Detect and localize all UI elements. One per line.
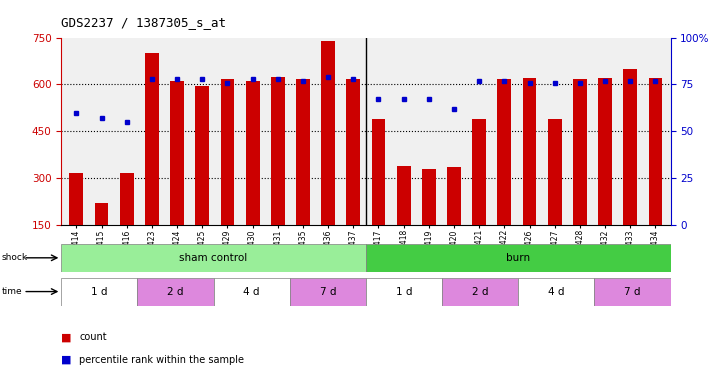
- Bar: [497, 79, 511, 225]
- Bar: [322, 40, 335, 225]
- Bar: [518, 278, 594, 306]
- Bar: [523, 78, 536, 225]
- Bar: [69, 173, 84, 225]
- Bar: [296, 79, 310, 225]
- Bar: [594, 278, 671, 306]
- Bar: [346, 79, 360, 225]
- Bar: [195, 86, 209, 225]
- Text: 7 d: 7 d: [319, 286, 336, 297]
- Text: count: count: [79, 333, 107, 342]
- Bar: [120, 173, 133, 225]
- Bar: [442, 278, 518, 306]
- Bar: [648, 78, 663, 225]
- Text: sham control: sham control: [180, 253, 248, 263]
- Bar: [61, 244, 366, 272]
- Bar: [138, 278, 213, 306]
- Bar: [271, 76, 285, 225]
- Bar: [472, 119, 486, 225]
- Bar: [290, 278, 366, 306]
- Text: shock: shock: [1, 254, 27, 262]
- Text: 4 d: 4 d: [244, 286, 260, 297]
- Text: percentile rank within the sample: percentile rank within the sample: [79, 355, 244, 365]
- Bar: [366, 244, 671, 272]
- Text: 2 d: 2 d: [472, 286, 488, 297]
- Bar: [213, 278, 290, 306]
- Bar: [422, 169, 435, 225]
- Text: GDS2237 / 1387305_s_at: GDS2237 / 1387305_s_at: [61, 16, 226, 29]
- Bar: [548, 119, 562, 225]
- Text: burn: burn: [506, 253, 530, 263]
- Bar: [366, 278, 442, 306]
- Text: 1 d: 1 d: [396, 286, 412, 297]
- Bar: [246, 81, 260, 225]
- Text: ■: ■: [61, 355, 72, 365]
- Text: 4 d: 4 d: [548, 286, 565, 297]
- Bar: [145, 53, 159, 225]
- Bar: [221, 79, 234, 225]
- Text: 2 d: 2 d: [167, 286, 184, 297]
- Bar: [447, 167, 461, 225]
- Bar: [624, 69, 637, 225]
- Text: ■: ■: [61, 333, 72, 342]
- Bar: [598, 78, 612, 225]
- Text: time: time: [1, 287, 22, 296]
- Bar: [61, 278, 138, 306]
- Text: 7 d: 7 d: [624, 286, 641, 297]
- Bar: [94, 202, 108, 225]
- Text: 1 d: 1 d: [91, 286, 107, 297]
- Bar: [397, 166, 410, 225]
- Bar: [573, 79, 587, 225]
- Bar: [170, 81, 184, 225]
- Bar: [371, 119, 386, 225]
